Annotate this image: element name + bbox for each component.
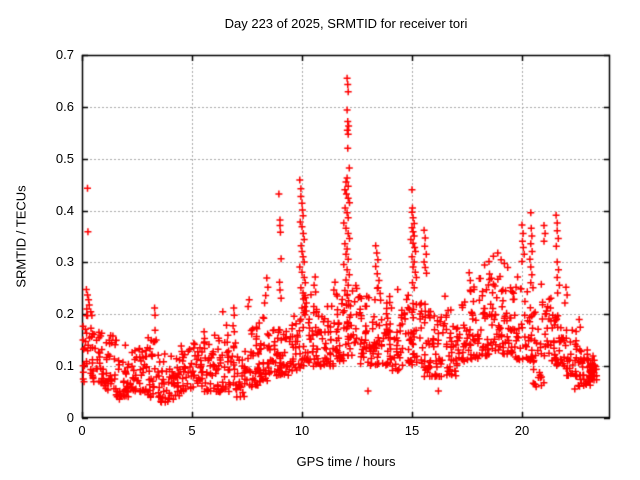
y-axis-label: SRMTID / TECUs [13, 185, 29, 288]
y-tick-label: 0.2 [55, 306, 74, 322]
y-tick-label: 0.5 [55, 150, 74, 166]
x-tick-label: 20 [514, 423, 530, 438]
x-tick-label: 10 [294, 423, 310, 438]
x-tick-label: 15 [404, 423, 420, 438]
x-tick-label: 5 [188, 423, 196, 438]
chart-title: Day 223 of 2025, SRMTID for receiver tor… [224, 16, 468, 31]
y-tick-label: 0.7 [55, 47, 74, 62]
x-tick-label: 0 [78, 423, 86, 438]
y-tick-label: 0.3 [55, 254, 74, 270]
x-axis-label: GPS time / hours [296, 454, 396, 469]
y-tick-label: 0.1 [55, 358, 74, 374]
y-tick-label: 0.4 [55, 202, 74, 218]
y-tick-label: 0.6 [55, 98, 74, 114]
y-tick-label: 0 [66, 410, 74, 425]
